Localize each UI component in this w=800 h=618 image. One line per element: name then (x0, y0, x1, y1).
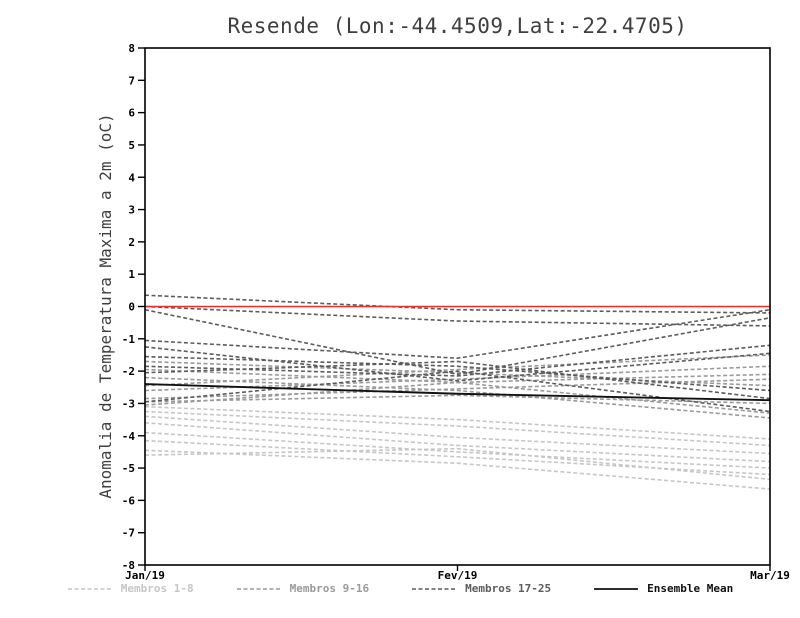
member-line (144, 294, 771, 314)
legend-item-membros-1-8: Membros 1-8 (67, 582, 194, 595)
member-line (144, 308, 771, 360)
legend-item-membros-9-16: Membros 9-16 (236, 582, 369, 595)
y-tick-label: -4 (122, 430, 136, 443)
legend-label: Membros 1-8 (120, 582, 194, 595)
member-line (144, 360, 771, 400)
member-line (144, 346, 771, 382)
legend-label: Membros 17-25 (465, 582, 552, 595)
legend-item-ensemble-mean: Ensemble Mean (593, 582, 733, 595)
y-tick-label: 1 (128, 268, 135, 281)
y-tick-label: -7 (122, 527, 135, 540)
x-tick-label: Fev/19 (438, 569, 478, 580)
y-tick-label: 6 (128, 107, 135, 120)
y-tick-label: 5 (128, 139, 135, 152)
legend-swatch-dashed-medium (236, 587, 281, 590)
y-tick-label: 7 (128, 74, 135, 87)
y-tick-label: 0 (128, 301, 135, 314)
y-tick-label: 4 (128, 171, 135, 184)
y-tick-label: 3 (128, 204, 135, 217)
y-tick-label: -1 (122, 333, 136, 346)
legend-swatch-solid (594, 587, 639, 590)
legend-label: Ensemble Mean (647, 582, 734, 595)
member-line (144, 355, 771, 392)
y-tick-label: -5 (122, 462, 135, 475)
y-tick-label: 2 (128, 236, 135, 249)
member-line (144, 376, 771, 419)
member-line (144, 370, 771, 413)
chart-title: Resende (Lon:-44.4509,Lat:-22.4705) (227, 14, 688, 38)
member-line (144, 354, 771, 387)
legend: Membros 1-8 Membros 9-16 Membros 17-25 E… (0, 582, 800, 595)
member-line (144, 394, 771, 405)
legend-swatch-dashed-dark (412, 587, 457, 590)
y-tick-label: -6 (122, 494, 136, 507)
member-line (144, 447, 771, 481)
ensemble-mean-line (144, 383, 771, 402)
y-tick-label: -8 (122, 559, 135, 572)
member-line (144, 410, 771, 447)
legend-label: Membros 9-16 (289, 582, 370, 595)
member-line (144, 308, 771, 376)
member-line (144, 449, 771, 490)
member-line (144, 305, 771, 327)
x-tick-label: Jan/19 (125, 569, 165, 580)
member-line (144, 431, 771, 469)
member-line (144, 415, 771, 455)
y-tick-label: -2 (122, 365, 135, 378)
member-line (144, 422, 771, 463)
member-line (144, 368, 771, 384)
member-line (144, 360, 771, 387)
legend-swatch-dashed-light (67, 587, 112, 590)
x-tick-label: Mar/19 (750, 569, 790, 580)
legend-item-membros-17-25: Membros 17-25 (411, 582, 551, 595)
y-tick-label: 8 (128, 42, 135, 55)
y-tick-label: -3 (122, 397, 135, 410)
member-line (144, 405, 771, 440)
